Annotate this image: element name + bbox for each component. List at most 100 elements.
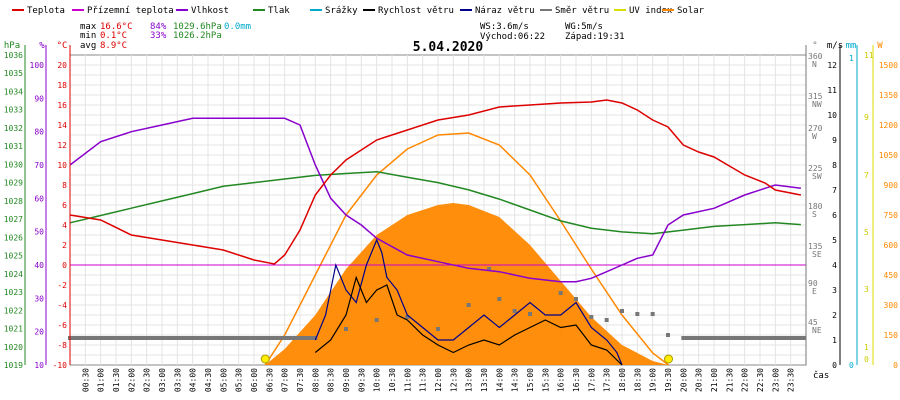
axis-unit: °C bbox=[57, 41, 68, 51]
axis-tick-pct: 70 bbox=[34, 161, 44, 170]
axis-tick-time: 17:00 bbox=[587, 368, 596, 392]
axis-tick-hpa: 1024 bbox=[4, 270, 23, 279]
axis-tick-pct: 100 bbox=[30, 61, 45, 70]
axis-tick-pct: 10 bbox=[34, 361, 44, 370]
axis-tick-degc: 6 bbox=[62, 201, 67, 210]
axis-tick-time: 01:30 bbox=[112, 368, 121, 392]
axis-tick-ms: 0 bbox=[832, 361, 837, 370]
axis-tick-time: 17:30 bbox=[603, 368, 612, 392]
axis-tick-dir: 315 bbox=[808, 92, 823, 101]
stat-label: max bbox=[80, 22, 97, 32]
series-pressure bbox=[69, 170, 801, 235]
axis-tick-w: 300 bbox=[884, 301, 899, 310]
legend: Teplota Přízemní teplota Vlhkost Tlak Srážky… bbox=[12, 6, 705, 16]
axis-tick-hpa: 1020 bbox=[4, 343, 23, 352]
axis-tick-dir-label: NW bbox=[812, 100, 822, 109]
stat-hum: 33% bbox=[150, 31, 167, 41]
axis-tick-hpa: 1019 bbox=[4, 361, 23, 370]
axis-unit: hPa bbox=[4, 41, 20, 51]
axis-tick-time: 03:00 bbox=[158, 368, 167, 392]
axis-tick-dir: 270 bbox=[808, 124, 823, 133]
axis-tick-time: 13:00 bbox=[465, 368, 474, 392]
axis-tick-time: 15:30 bbox=[541, 368, 550, 392]
axis-tick-degc: -4 bbox=[57, 301, 67, 310]
grid bbox=[70, 55, 806, 365]
axis-tick-degc: 14 bbox=[57, 121, 67, 130]
stat-temp: 0.1°C bbox=[100, 31, 127, 41]
axis-tick-ms: 6 bbox=[832, 211, 837, 220]
sun-marker bbox=[664, 354, 674, 364]
axis-tick-ms: 8 bbox=[832, 161, 837, 170]
axis-tick-w: 0 bbox=[893, 361, 898, 370]
wind-dir-point bbox=[487, 267, 492, 271]
axis-tick-dir: 45 bbox=[808, 318, 818, 327]
axis-tick-hpa: 1022 bbox=[4, 306, 23, 315]
series-layer bbox=[68, 99, 806, 366]
axis-tick-uv: 7 bbox=[864, 171, 869, 180]
wind-dir-point bbox=[344, 327, 348, 331]
axis-tick-degc: 10 bbox=[57, 161, 67, 170]
series-solar-measured bbox=[265, 203, 669, 365]
axis-tick-time: 08:30 bbox=[327, 368, 336, 392]
axis-tick-w: 750 bbox=[884, 211, 899, 220]
axis-tick-hpa: 1023 bbox=[4, 288, 23, 297]
axis-tick-ms: 12 bbox=[827, 61, 837, 70]
axis-tick-hpa: 1036 bbox=[4, 51, 23, 60]
axis-tick-ms: 4 bbox=[832, 261, 837, 270]
axis-tick-pct: 40 bbox=[34, 261, 44, 270]
axis-tick-ms: 7 bbox=[832, 186, 837, 195]
axis-tick-time: 09:30 bbox=[357, 368, 366, 392]
axis-tick-time: 04:00 bbox=[189, 368, 198, 392]
axis-tick-time: 20:30 bbox=[695, 368, 704, 392]
axis-tick-degc: 16 bbox=[57, 101, 67, 110]
axis-tick-dir-label: SE bbox=[812, 250, 822, 259]
axis-tick-time: 11:00 bbox=[403, 368, 412, 392]
wind-dir-point bbox=[574, 297, 578, 301]
legend-label: Tlak bbox=[268, 6, 290, 16]
legend-label: Vlhkost bbox=[191, 6, 229, 16]
sun-marker bbox=[260, 354, 270, 364]
axis-tick-w: 900 bbox=[884, 181, 899, 190]
axis-tick-hpa: 1027 bbox=[4, 215, 23, 224]
axis-tick-w: 1200 bbox=[879, 121, 898, 130]
axis-tick-time: 20:00 bbox=[679, 368, 688, 392]
legend-label: Náraz větru bbox=[475, 6, 535, 16]
legend-label: Srážky bbox=[325, 6, 358, 16]
axis-tick-mm: 0 bbox=[849, 361, 854, 370]
stat-press: 1026.2hPa bbox=[173, 31, 222, 41]
axis-tick-dir: 180 bbox=[808, 202, 823, 211]
axis-tick-hpa: 1032 bbox=[4, 124, 23, 133]
axis-tick-degc: -2 bbox=[57, 281, 67, 290]
axis-tick-time: 04:30 bbox=[204, 368, 213, 392]
axis-tick-time: 08:00 bbox=[311, 368, 320, 392]
axis-tick-hpa: 1025 bbox=[4, 252, 23, 261]
axis-tick-uv: 9 bbox=[864, 113, 869, 122]
axis-tick-mm: 1 bbox=[849, 54, 854, 63]
axis-tick-degc: 0 bbox=[62, 261, 67, 270]
axis-tick-w: 150 bbox=[884, 331, 899, 340]
axis-tick-pct: 80 bbox=[34, 128, 44, 137]
axis-tick-time: 05:30 bbox=[235, 368, 244, 392]
axis-unit: m/s bbox=[827, 41, 843, 51]
axis-tick-degc: 12 bbox=[57, 141, 67, 150]
wind-dir-point bbox=[604, 318, 609, 322]
axis-tick-degc: 20 bbox=[57, 61, 67, 70]
legend-label: Směr větru bbox=[555, 6, 609, 16]
legend-label: UV index bbox=[629, 6, 673, 16]
axis-tick-time: 06:00 bbox=[250, 368, 259, 392]
series-humidity bbox=[69, 117, 801, 283]
axis-tick-ms: 5 bbox=[832, 236, 837, 245]
axis-tick-hpa: 1031 bbox=[4, 142, 23, 151]
axis-tick-time: 22:00 bbox=[741, 368, 750, 392]
axis-tick-degc: 18 bbox=[57, 81, 67, 90]
axis-tick-hpa: 1028 bbox=[4, 197, 23, 206]
axis-tick-uv: 5 bbox=[864, 228, 869, 237]
axis-tick-time: 12:00 bbox=[434, 368, 443, 392]
info-wg: WG:5m/s bbox=[565, 22, 603, 32]
axis-tick-pct: 90 bbox=[34, 94, 44, 103]
info-sunrise: Východ:06:22 bbox=[480, 32, 545, 42]
wind-dir-point bbox=[589, 315, 594, 319]
series-wind-gust bbox=[314, 238, 623, 366]
axis-tick-dir-label: NE bbox=[812, 326, 822, 335]
